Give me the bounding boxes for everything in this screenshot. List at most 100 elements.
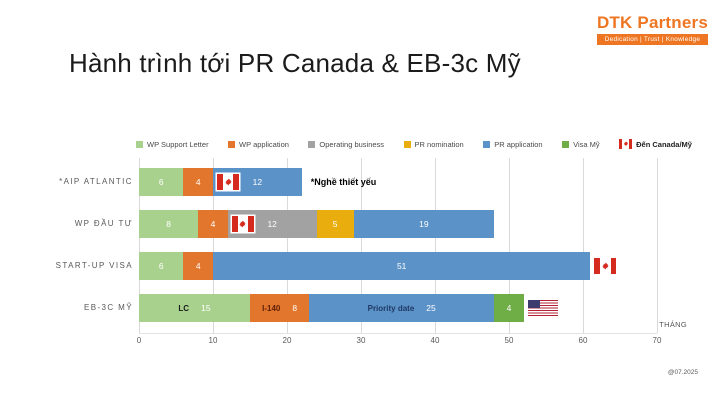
segment-value: 6 — [158, 177, 164, 187]
segment-value: 4 — [195, 177, 201, 187]
bar-segment: 5 — [316, 210, 354, 238]
legend-label: WP application — [239, 139, 289, 149]
gridline — [509, 158, 510, 333]
segment-value: 8 — [166, 219, 171, 229]
segment-value: 12 — [252, 177, 263, 187]
canada-flag-icon — [594, 258, 617, 274]
gridline — [361, 158, 362, 333]
legend-item: Operating business — [308, 140, 384, 149]
segment-name: I-140 — [262, 303, 281, 313]
segment-value: 15 — [201, 303, 211, 313]
bar-segment: 19 — [353, 210, 495, 238]
brand-tagline: Dedication | Trust | Knowledge — [596, 34, 708, 45]
maple-leaf-icon — [224, 177, 232, 186]
flag-canton — [527, 300, 540, 308]
bar-row: LC 15 I-140 8 Priority date 25 4 — [139, 294, 524, 322]
segment-value: 5 — [332, 219, 338, 229]
segment-value: 4 — [210, 219, 216, 229]
category-label: *AIP ATLANTIC — [59, 177, 133, 186]
flag-band — [628, 139, 633, 149]
x-tick-label: 20 — [282, 336, 292, 345]
bar-segment: 4 — [198, 210, 228, 238]
segment-value: 6 — [158, 261, 164, 271]
legend-label: Visa Mỹ — [573, 139, 600, 149]
bar-row: 6 4 51 — [139, 252, 591, 280]
legend-label: PR nomination — [414, 139, 464, 149]
canada-flag-icon — [231, 216, 254, 232]
maple-leaf-icon — [602, 261, 609, 270]
bar-row: 8 4 12 5 19 — [139, 210, 495, 238]
category-label: WP ĐẦU TƯ — [74, 219, 133, 228]
flag-band — [619, 139, 623, 149]
flag-band — [217, 174, 223, 190]
legend-item: WP Support Letter — [136, 140, 209, 149]
flag-center — [622, 139, 629, 149]
segment-name: LC — [178, 303, 190, 313]
bar-segment: 6 — [139, 252, 184, 280]
gridline — [583, 158, 584, 333]
legend-label: Operating business — [319, 139, 385, 149]
flag-band — [233, 174, 239, 190]
gridline — [139, 158, 140, 333]
bar-segment: LC 15 — [139, 294, 250, 322]
segment-value: 51 — [396, 261, 407, 271]
bar-segment: I-140 8 — [250, 294, 310, 322]
legend-label: PR application — [494, 139, 543, 149]
bar-segment: 4 — [494, 294, 524, 322]
legend-swatch — [136, 140, 143, 148]
gridline — [657, 158, 658, 333]
gridline — [287, 158, 288, 333]
canada-flag-icon — [217, 174, 239, 190]
bar-segment: 4 — [183, 168, 213, 196]
legend-label: Đến Canada/Mỹ — [636, 139, 692, 149]
legend-label: WP Support Letter — [147, 139, 209, 149]
brand-letter-d: D — [597, 13, 609, 33]
bar-segment: 6 — [139, 168, 184, 196]
gridline — [213, 158, 214, 333]
legend-item: Visa Mỹ — [562, 140, 600, 149]
flag-center — [237, 216, 249, 232]
maple-leaf-icon — [623, 141, 628, 147]
category-label: START-UP VISA — [55, 261, 133, 270]
bar-segment: Priority date 25 — [309, 294, 495, 322]
segment-value: 25 — [426, 303, 436, 313]
bar-segment: 4 — [183, 252, 213, 280]
brand-name: TK Partners — [609, 13, 708, 32]
chart-legend: WP Support Letter WP application Operating… — [136, 139, 692, 149]
flag-band — [594, 258, 601, 274]
x-axis-label: THÁNG — [659, 320, 687, 329]
x-tick-label: 30 — [356, 336, 366, 345]
x-tick-label: 10 — [208, 336, 218, 345]
x-tick-label: 50 — [504, 336, 514, 345]
legend-item: PR nomination — [403, 139, 464, 149]
segment-value: 8 — [292, 303, 298, 313]
brand-wordmark: DTK Partners — [597, 13, 708, 33]
bar-segment: 51 — [212, 252, 591, 280]
legend-swatch — [562, 140, 570, 148]
flag-center — [600, 258, 611, 274]
stacked-bar-chart: 0 10 20 30 40 50 60 70 THÁNG *AIP ATLANTIC 6 4 12 *… — [56, 158, 687, 345]
gridline — [435, 158, 436, 333]
footer-note: @07.2025 — [667, 369, 698, 376]
segment-value: 4 — [506, 303, 512, 313]
x-tick-label: 0 — [136, 336, 142, 345]
segment-name: Priority date — [367, 303, 415, 313]
maple-leaf-icon — [239, 219, 246, 228]
x-tick-label: 70 — [652, 336, 662, 345]
brand-logo: DTK Partners Dedication | Trust | Knowle… — [596, 13, 708, 45]
flag-band — [231, 216, 238, 232]
segment-value: 4 — [195, 261, 201, 271]
legend-item: PR application — [483, 139, 543, 149]
segment-value: 19 — [419, 219, 429, 229]
flag-band — [248, 216, 254, 232]
x-tick-label: 40 — [430, 336, 440, 345]
page-title: Hành trình tới PR Canada & EB-3c Mỹ — [69, 48, 521, 78]
legend-swatch — [308, 140, 316, 148]
category-label: EB-3C MỸ — [84, 303, 133, 312]
annotation-note: *Nghề thiết yếu — [310, 177, 377, 187]
usa-flag-icon — [527, 300, 558, 316]
legend-item: WP application — [228, 140, 289, 149]
segment-value: 12 — [267, 219, 277, 229]
canada-flag-icon — [619, 139, 633, 149]
